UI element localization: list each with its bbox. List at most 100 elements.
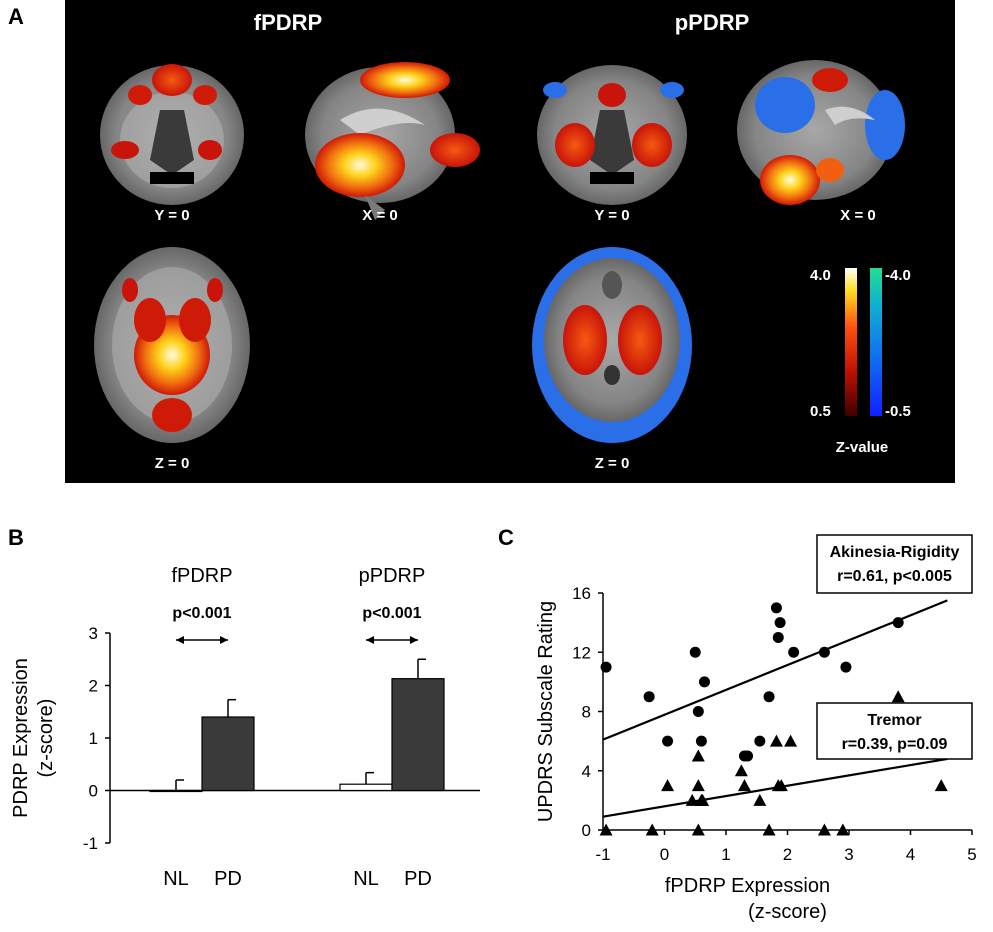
ppdrp-coronal-label: Y = 0 xyxy=(594,207,629,224)
p-value-label: p<0.001 xyxy=(362,605,421,622)
y-axis-label: UPDRS Subscale Rating xyxy=(535,601,557,822)
data-point-triangle xyxy=(934,779,948,792)
data-point-triangle xyxy=(836,823,850,836)
data-point-triangle xyxy=(737,779,751,792)
data-point-circle xyxy=(788,646,800,658)
data-point-triangle xyxy=(774,779,788,792)
bar-pd xyxy=(201,716,255,792)
data-point-circle xyxy=(692,706,704,717)
x-tick-label: 2 xyxy=(783,845,792,864)
x-tick-label: 0 xyxy=(660,845,669,864)
data-point-circle xyxy=(763,691,775,703)
x-category-label: NL xyxy=(353,868,379,890)
x-axis-label-line: fPDRP Expression xyxy=(665,875,830,897)
x-axis-label-line: (z-score) xyxy=(748,901,827,923)
data-point-triangle xyxy=(784,734,798,747)
arrow-head-left xyxy=(176,636,184,644)
arrow-head-right xyxy=(220,636,228,644)
data-point-circle xyxy=(774,617,786,629)
fpdrp-axial-label: Z = 0 xyxy=(155,455,190,472)
y-tick-label: 0 xyxy=(89,782,98,801)
data-point-triangle xyxy=(685,793,699,806)
x-tick-label: 5 xyxy=(967,845,976,864)
data-point-circle xyxy=(742,750,754,762)
fit-line-0 xyxy=(602,599,948,741)
fpdrp-coronal-slice xyxy=(100,64,244,205)
x-category-label: PD xyxy=(214,868,242,890)
colorbar-label: Z-value xyxy=(836,439,889,456)
ppdrp-map-title: pPDRP xyxy=(675,10,750,35)
data-point-triangle xyxy=(661,779,675,792)
fpdrp-sagittal-slice xyxy=(305,62,480,220)
data-point-triangle xyxy=(817,823,831,836)
data-point-circle xyxy=(840,661,852,673)
bar-pd xyxy=(391,678,445,792)
data-point-circle xyxy=(662,735,674,747)
panel-b-letter: B xyxy=(8,525,24,550)
ppdrp-axial-slice xyxy=(532,247,692,443)
y-tick-label: 1 xyxy=(89,729,98,748)
colorbar-neg-max: -4.0 xyxy=(885,267,911,284)
colorbar-pos-min: 0.5 xyxy=(810,403,831,420)
legend-box-1 xyxy=(816,702,973,760)
ppdrp-axial-label: Z = 0 xyxy=(595,455,630,472)
x-tick-label: 1 xyxy=(721,845,730,864)
y-tick-label: 2 xyxy=(89,677,98,696)
ppdrp-sagittal-label: X = 0 xyxy=(840,207,875,224)
group-title: fPDRP xyxy=(171,565,232,587)
y-axis-label-line: (z-score) xyxy=(35,699,57,778)
colorbar xyxy=(845,268,882,416)
arrow-head-right xyxy=(410,636,418,644)
y-tick-label: 16 xyxy=(572,584,591,603)
group-title: pPDRP xyxy=(359,565,426,587)
panel-a-letter: A xyxy=(8,4,24,29)
ppdrp-sagittal-slice xyxy=(737,60,905,205)
data-point-circle xyxy=(770,602,782,614)
bar-chart: -1 0 1 2 3 PDRP Expression (z-score) fPDRP p<0.0… xyxy=(10,565,480,890)
data-point-circle xyxy=(772,631,784,643)
legend-series-name: Tremor xyxy=(867,712,921,729)
colorbar-neg-min: -0.5 xyxy=(885,403,911,420)
bar-nl xyxy=(339,783,393,792)
fpdrp-axial-slice xyxy=(94,247,250,443)
fpdrp-sagittal-label: X = 0 xyxy=(362,207,397,224)
legend-series-name: Akinesia-Rigidity xyxy=(830,544,960,561)
ppdrp-coronal-slice xyxy=(537,65,687,205)
y-tick-label: 8 xyxy=(582,703,591,722)
y-tick-label: -1 xyxy=(83,834,98,853)
x-tick-label: -1 xyxy=(595,845,610,864)
bar-nl xyxy=(149,789,203,793)
legend-box-0 xyxy=(816,534,973,594)
data-point-circle xyxy=(892,617,904,629)
data-point-circle xyxy=(818,646,830,658)
data-point-triangle xyxy=(696,793,710,806)
arrow-head-left xyxy=(366,636,374,644)
data-point-triangle xyxy=(691,779,705,792)
y-tick-label: 12 xyxy=(572,643,591,662)
x-tick-label: 4 xyxy=(906,845,915,864)
y-tick-label: 0 xyxy=(582,821,591,840)
data-point-triangle xyxy=(645,823,659,836)
data-point-triangle xyxy=(691,823,705,836)
data-point-triangle xyxy=(891,690,905,703)
data-point-triangle xyxy=(734,764,748,777)
data-point-circle xyxy=(754,735,766,747)
fpdrp-coronal-label: Y = 0 xyxy=(154,207,189,224)
data-point-triangle xyxy=(691,749,705,762)
data-point-triangle xyxy=(762,823,776,836)
data-point-triangle xyxy=(753,793,767,806)
x-category-label: PD xyxy=(404,868,432,890)
data-point-circle xyxy=(600,661,612,673)
panel-c-letter: C xyxy=(498,525,514,550)
x-tick-label: 3 xyxy=(844,845,853,864)
p-value-label: p<0.001 xyxy=(172,605,231,622)
colorbar-pos-max: 4.0 xyxy=(810,267,831,284)
data-point-triangle xyxy=(599,823,613,836)
colorbar-negative xyxy=(870,268,882,416)
data-point-circle xyxy=(689,646,701,658)
data-point-triangle xyxy=(769,734,783,747)
x-axis-label: fPDRP Expression (z-score) xyxy=(665,875,830,923)
y-axis-label: PDRP Expression (z-score) xyxy=(10,658,57,818)
